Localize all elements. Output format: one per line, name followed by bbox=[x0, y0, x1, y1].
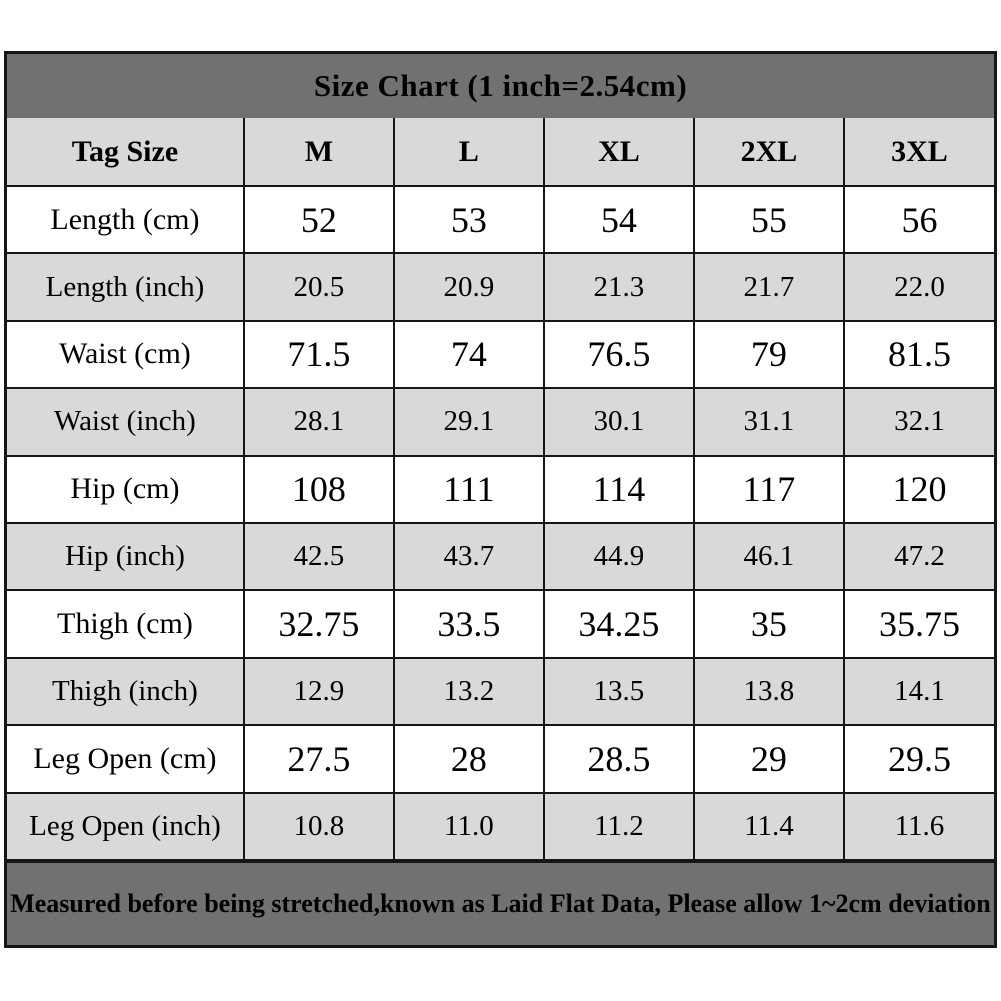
value-cell: 71.5 bbox=[242, 319, 395, 390]
value-cell: 42.5 bbox=[242, 521, 395, 592]
value-cell: 29.5 bbox=[842, 724, 994, 794]
measurement-note: Measured before being stretched,known as… bbox=[10, 889, 991, 918]
header-cell-tag-size: Tag Size bbox=[7, 118, 245, 187]
value-cell: 11.2 bbox=[542, 791, 695, 862]
value-cell: 14.1 bbox=[842, 656, 994, 727]
value-cell: 11.6 bbox=[842, 791, 994, 862]
value-cell: 44.9 bbox=[542, 521, 695, 592]
value-cell: 13.8 bbox=[692, 656, 845, 727]
value-cell: 28.1 bbox=[242, 387, 395, 457]
value-cell: 120 bbox=[842, 454, 994, 524]
table-row: Hip (cm) 108 111 114 117 120 bbox=[7, 454, 994, 524]
table-row: Thigh (inch) 12.9 13.2 13.5 13.8 14.1 bbox=[7, 656, 994, 727]
table-row: Waist (inch) 28.1 29.1 30.1 31.1 32.1 bbox=[7, 387, 994, 457]
value-cell: 46.1 bbox=[692, 521, 845, 592]
row-label: Hip (inch) bbox=[7, 521, 245, 592]
header-cell-size-2XL: 2XL bbox=[692, 118, 845, 187]
table-row: Leg Open (inch) 10.8 11.0 11.2 11.4 11.6 bbox=[7, 791, 994, 862]
value-cell: 74 bbox=[392, 319, 545, 390]
header-cell-size-L: L bbox=[392, 118, 545, 187]
value-cell: 11.4 bbox=[692, 791, 845, 862]
value-cell: 35 bbox=[692, 589, 845, 659]
header-cell-size-M: M bbox=[242, 118, 395, 187]
value-cell: 32.1 bbox=[842, 387, 994, 457]
header-row: Tag Size M L XL 2XL 3XL bbox=[7, 118, 994, 187]
value-cell: 108 bbox=[242, 454, 395, 524]
size-chart: Size Chart (1 inch=2.54cm) Tag Size M L XL 2… bbox=[4, 51, 997, 948]
value-cell: 31.1 bbox=[692, 387, 845, 457]
value-cell: 117 bbox=[692, 454, 845, 524]
value-cell: 33.5 bbox=[392, 589, 545, 659]
row-label: Length (inch) bbox=[7, 252, 245, 322]
value-cell: 81.5 bbox=[842, 319, 994, 390]
size-chart-title-band: Size Chart (1 inch=2.54cm) bbox=[7, 54, 994, 118]
size-chart-table: Tag Size M L XL 2XL 3XL Length (cm) 52 53 54 55 56… bbox=[7, 118, 994, 862]
value-cell: 28.5 bbox=[542, 724, 695, 794]
value-cell: 47.2 bbox=[842, 521, 994, 592]
value-cell: 13.2 bbox=[392, 656, 545, 727]
value-cell: 10.8 bbox=[242, 791, 395, 862]
value-cell: 11.0 bbox=[392, 791, 545, 862]
value-cell: 55 bbox=[692, 184, 845, 255]
row-label: Waist (cm) bbox=[7, 319, 245, 390]
value-cell: 20.5 bbox=[242, 252, 395, 322]
measurement-note-band: Measured before being stretched,known as… bbox=[7, 861, 994, 945]
value-cell: 13.5 bbox=[542, 656, 695, 727]
value-cell: 29.1 bbox=[392, 387, 545, 457]
value-cell: 114 bbox=[542, 454, 695, 524]
value-cell: 21.7 bbox=[692, 252, 845, 322]
row-label: Leg Open (inch) bbox=[7, 791, 245, 862]
value-cell: 21.3 bbox=[542, 252, 695, 322]
value-cell: 22.0 bbox=[842, 252, 994, 322]
value-cell: 79 bbox=[692, 319, 845, 390]
row-label: Length (cm) bbox=[7, 184, 245, 255]
row-label: Thigh (cm) bbox=[7, 589, 245, 659]
size-chart-title: Size Chart (1 inch=2.54cm) bbox=[313, 68, 688, 103]
value-cell: 20.9 bbox=[392, 252, 545, 322]
table-row: Thigh (cm) 32.75 33.5 34.25 35 35.75 bbox=[7, 589, 994, 659]
value-cell: 54 bbox=[542, 184, 695, 255]
row-label: Waist (inch) bbox=[7, 387, 245, 457]
value-cell: 53 bbox=[392, 184, 545, 255]
value-cell: 12.9 bbox=[242, 656, 395, 727]
table-row: Length (inch) 20.5 20.9 21.3 21.7 22.0 bbox=[7, 252, 994, 322]
value-cell: 43.7 bbox=[392, 521, 545, 592]
table-row: Leg Open (cm) 27.5 28 28.5 29 29.5 bbox=[7, 724, 994, 794]
value-cell: 32.75 bbox=[242, 589, 395, 659]
row-label: Hip (cm) bbox=[7, 454, 245, 524]
table-body: Length (cm) 52 53 54 55 56 Length (inch) 20.5 20… bbox=[7, 184, 994, 862]
table-row: Waist (cm) 71.5 74 76.5 79 81.5 bbox=[7, 319, 994, 390]
value-cell: 35.75 bbox=[842, 589, 994, 659]
value-cell: 29 bbox=[692, 724, 845, 794]
value-cell: 28 bbox=[392, 724, 545, 794]
value-cell: 30.1 bbox=[542, 387, 695, 457]
value-cell: 27.5 bbox=[242, 724, 395, 794]
value-cell: 76.5 bbox=[542, 319, 695, 390]
row-label: Thigh (inch) bbox=[7, 656, 245, 727]
value-cell: 111 bbox=[392, 454, 545, 524]
value-cell: 52 bbox=[242, 184, 395, 255]
table-row: Hip (inch) 42.5 43.7 44.9 46.1 47.2 bbox=[7, 521, 994, 592]
header-cell-size-XL: XL bbox=[542, 118, 695, 187]
table-row: Length (cm) 52 53 54 55 56 bbox=[7, 184, 994, 255]
row-label: Leg Open (cm) bbox=[7, 724, 245, 794]
header-cell-size-3XL: 3XL bbox=[842, 118, 994, 187]
value-cell: 56 bbox=[842, 184, 994, 255]
value-cell: 34.25 bbox=[542, 589, 695, 659]
